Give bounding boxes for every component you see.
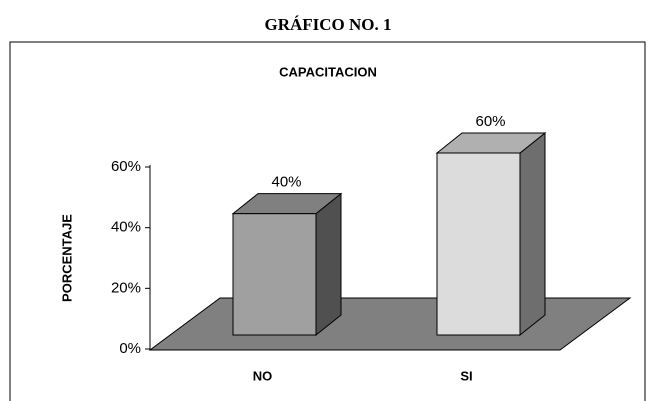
value-label: 60%: [475, 113, 505, 130]
floor: [148, 297, 632, 351]
x-tick-label: NO: [253, 368, 273, 383]
y-axis-label: PORCENTAJE: [59, 214, 74, 302]
y-tick-label: 0%: [119, 340, 141, 357]
frame: [9, 41, 646, 401]
y-tick-label: 40%: [111, 219, 141, 236]
y-tick-label: 60%: [111, 158, 141, 175]
bar-side: [519, 131, 546, 337]
page-title: GRÁFICO NO. 1: [264, 15, 391, 34]
bar-side: [315, 192, 342, 337]
x-tick-label: SI: [460, 368, 472, 383]
y-tick-label: 20%: [111, 279, 141, 296]
bar: [436, 152, 521, 336]
chart-title: CAPACITACION: [279, 64, 377, 79]
value-label: 40%: [271, 174, 301, 191]
bar: [232, 213, 317, 336]
